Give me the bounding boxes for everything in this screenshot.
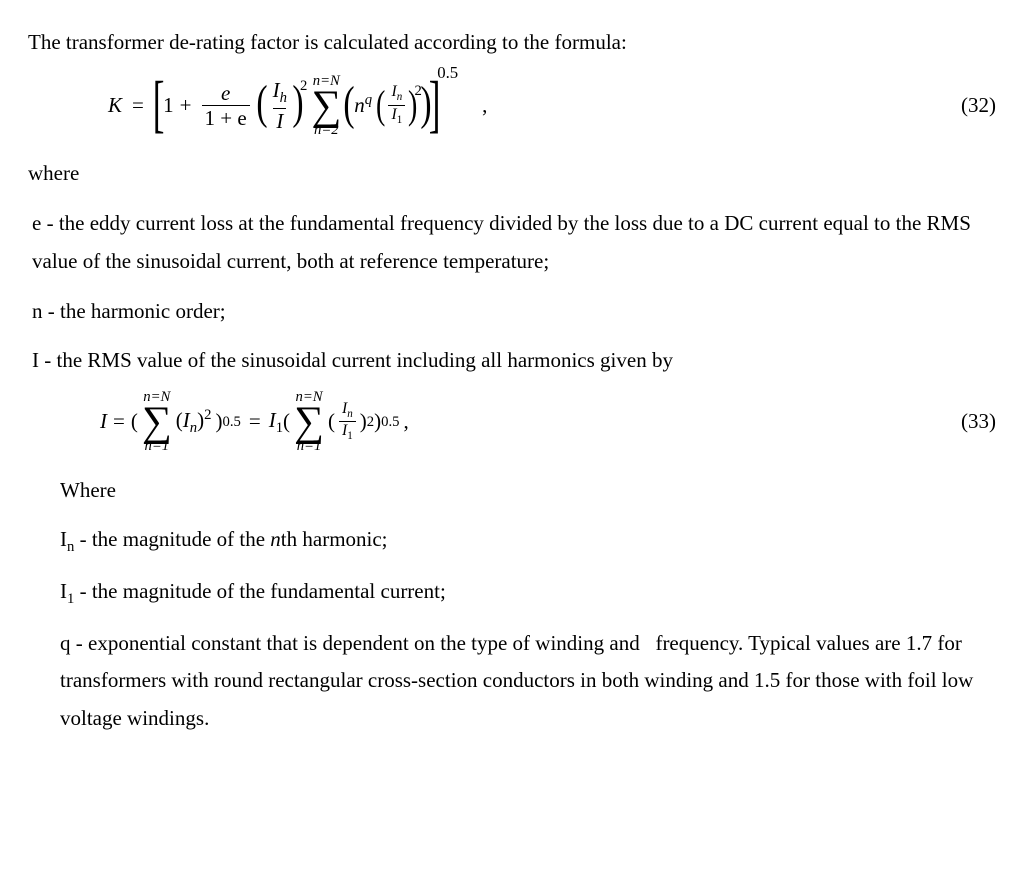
eq33-sum1: n=N ∑ n=1 (142, 390, 172, 453)
eq32-nq-n: n (354, 93, 365, 117)
eq33-sigma2: ∑ (294, 405, 324, 439)
eq33-eq1: = (113, 403, 125, 441)
eq33-sum1-lower: n=1 (145, 439, 170, 454)
eq33-I1-sub: 1 (276, 420, 283, 436)
eq33-frac-num: In (339, 401, 356, 422)
eq33-part2: ( n=N ∑ n=1 ( In I1 )2 )0.5 (283, 390, 399, 453)
eq33-sum2: n=N ∑ n=1 (294, 390, 324, 453)
def-I-label: I - the RMS value of the sinusoidal curr… (32, 342, 996, 380)
eq33-In-I: I (183, 408, 190, 432)
eq32-number: (32) (961, 87, 996, 125)
eq32-nq-q: q (365, 92, 372, 108)
where2-label: Where (60, 472, 996, 510)
eq33-In-term: (In)2 (176, 402, 212, 442)
eq32-In-sub: n (397, 91, 403, 103)
eq32-sum-lower: n=2 (314, 123, 339, 138)
eq33-rp2: ) (374, 403, 381, 441)
eq33-number: (33) (961, 403, 996, 441)
def-I1-rest: - the magnitude of the fundamental curre… (74, 579, 445, 603)
where-label: where (28, 155, 996, 193)
eq33-frac-top-sub: n (347, 408, 353, 420)
def-q: q - exponential constant that is depende… (60, 625, 996, 738)
def-In-rest2: th harmonic; (281, 527, 388, 551)
eq32-ih-frac: Ih I (270, 79, 290, 132)
eq33-sum2-lower: n=1 (297, 439, 322, 454)
eq32-in-num: In (388, 84, 405, 105)
def-I1-I: I (60, 579, 67, 603)
eq33-frac-den: I1 (339, 421, 356, 443)
eq32-comma: , (482, 87, 487, 125)
eq32-nq: nq (354, 87, 372, 125)
eq33-I: I (100, 403, 107, 441)
def-n: n - the harmonic order; (32, 293, 996, 331)
eq32-one-plus-e: 1 + e (205, 106, 247, 130)
eq33-In-sq: 2 (204, 407, 211, 423)
eq32-inner: ( nq ( In I1 ) 2 ) (345, 84, 430, 128)
eq33-frac-bot-sub: 1 (347, 431, 353, 443)
eq32-in-den: I1 (388, 105, 405, 127)
eq32-frac-e-den: 1 + e (202, 105, 250, 129)
equation-33: I = ( n=N ∑ n=1 (In)2 )0.5 = I1 ( n=N ∑ … (100, 390, 409, 453)
equation-33-row: I = ( n=N ∑ n=1 (In)2 )0.5 = I1 ( n=N ∑ … (28, 390, 996, 453)
def-e: e - the eddy current loss at the fundame… (32, 205, 996, 281)
eq32-frac-e-num: e (218, 82, 233, 105)
equation-32: K = [ 1 + e 1 + e ( Ih I ) 2 n=N ∑ n=2 (108, 74, 487, 137)
eq33-frac: In I1 (339, 401, 356, 443)
eq33-comma: , (403, 403, 408, 441)
eq32-equals: = (132, 87, 144, 125)
eq32-ih-over-i: ( Ih I ) 2 (258, 79, 308, 132)
def-In-I: I (60, 527, 67, 551)
eq33-eq2: = (249, 403, 261, 441)
eq33-frac-term: ( In I1 )2 (328, 401, 374, 443)
eq32-inner-lparen: ( (344, 82, 355, 126)
eq32-in-lparen: ( (376, 87, 385, 123)
def-In-rest: - the magnitude of the (74, 527, 270, 551)
eq32-in-frac: In I1 (388, 84, 405, 126)
equation-32-row: K = [ 1 + e 1 + e ( Ih I ) 2 n=N ∑ n=2 (28, 74, 996, 137)
eq32-frac-e: e 1 + e (202, 82, 250, 129)
eq32-ih-lparen: ( (256, 81, 267, 125)
eq32-one: 1 (163, 87, 174, 125)
eq32-sigma: ∑ (311, 89, 341, 123)
eq33-lp2: ( (283, 403, 290, 441)
eq33-In-sub: n (190, 420, 197, 436)
eq32-Ih-sub: h (280, 90, 287, 106)
eq33-frac-sq: 2 (367, 409, 374, 435)
eq32-left-bracket: [ (153, 74, 165, 134)
eq32-ih-den: I (273, 108, 286, 132)
eq33-I1-I: I (269, 408, 276, 432)
eq32-outer-exp: 0.5 (437, 58, 458, 88)
intro-paragraph: The transformer de-rating factor is calc… (28, 24, 996, 62)
eq32-ih-num: Ih (270, 79, 290, 108)
eq33-I1-coef: I1 (269, 402, 283, 442)
eq33-part1: ( n=N ∑ n=1 (In)2 )0.5 (131, 390, 241, 453)
eq33-sigma1: ∑ (142, 405, 172, 439)
eq32-sum: n=N ∑ n=2 (311, 74, 341, 137)
eq32-K: K (108, 87, 122, 125)
eq33-exp2: 0.5 (381, 409, 399, 435)
eq32-in-over-i1: ( In I1 ) 2 (377, 84, 422, 126)
def-I1: I1 - the magnitude of the fundamental cu… (60, 573, 996, 613)
eq33-exp1: 0.5 (222, 409, 240, 435)
eq32-ih-sq: 2 (300, 73, 307, 99)
eq32-Ih-I: I (273, 78, 280, 102)
eq32-plus: + (180, 87, 192, 125)
def-In: In - the magnitude of the nth harmonic; (60, 521, 996, 561)
eq33-rp1: ) (215, 403, 222, 441)
eq32-I1-sub: 1 (397, 114, 403, 126)
eq33-lp1: ( (131, 403, 138, 441)
def-In-nth: n (270, 527, 281, 551)
